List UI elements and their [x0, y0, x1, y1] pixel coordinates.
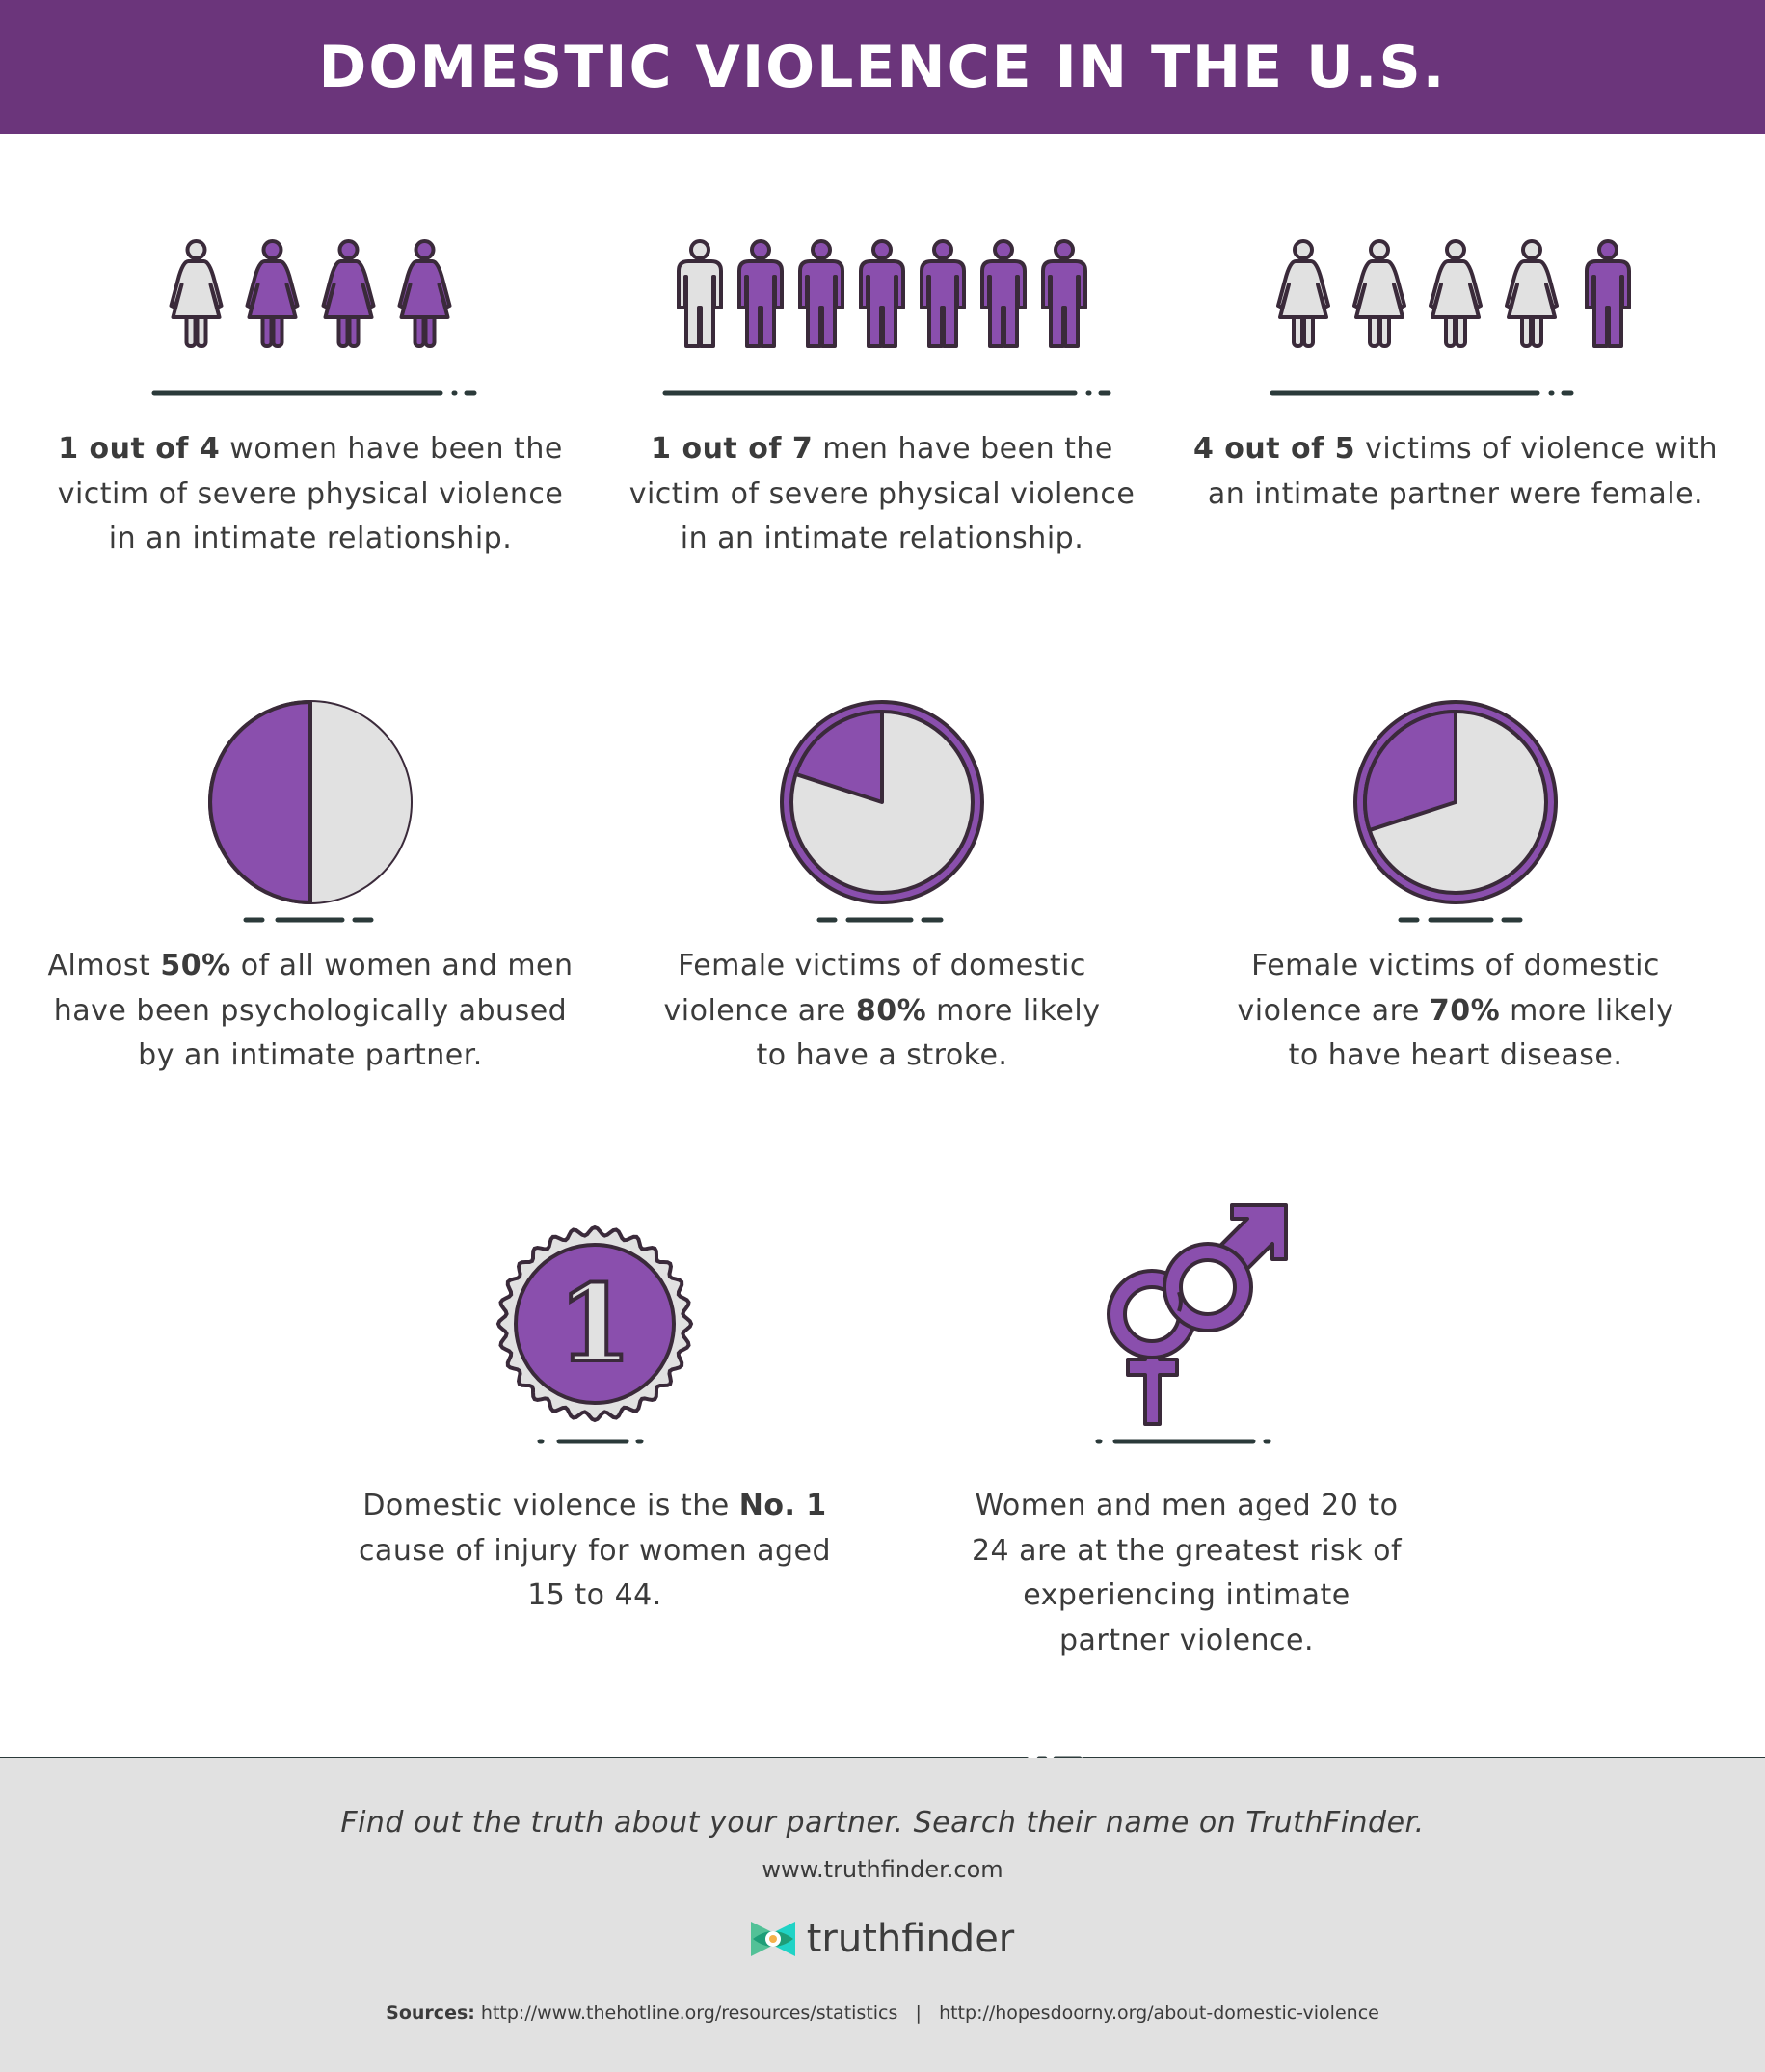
woman-figure-icon [245, 239, 300, 348]
woman-figure-icon [1505, 239, 1559, 348]
man-figure-icon [980, 239, 1027, 348]
stat-text: women have been the victim of severe phy… [57, 432, 564, 555]
stat-highlight: 70% [1429, 993, 1501, 1028]
mixed-figures-row [1276, 239, 1631, 348]
sources-label: Sources: [386, 2003, 475, 2024]
stat-victims-female: 4 out of 5 victims of violence with an i… [1186, 427, 1725, 517]
women-figures-row [169, 239, 452, 348]
stat-highlight: 80% [855, 993, 927, 1028]
page-title: DOMESTIC VIOLENCE IN THE U.S. [318, 33, 1447, 101]
pie-chart-psychological-abuse [208, 700, 413, 904]
pie-slice [208, 700, 312, 904]
man-figure-icon [859, 239, 905, 348]
man-figure-icon [1585, 239, 1631, 348]
stat-highlight: 50% [160, 949, 231, 982]
man-figure-icon [1041, 239, 1087, 348]
header-banner: DOMESTIC VIOLENCE IN THE U.S. [0, 0, 1765, 134]
woman-figure-icon [1352, 239, 1406, 348]
logo-text: truthfinder [806, 1917, 1015, 1961]
man-figure-icon [677, 239, 723, 348]
pie-slice [1363, 710, 1457, 833]
stat-text: more likely to have heart disease. [1288, 993, 1674, 1073]
stat-text: men have been the victim of severe physi… [628, 432, 1136, 555]
gender-symbols-icon [1107, 1203, 1288, 1426]
stat-text: Female victims of domestic violence are [663, 949, 1086, 1028]
pie-chart-stroke [780, 700, 984, 904]
man-figure-icon [798, 239, 844, 348]
pie-slice [793, 710, 884, 804]
stat-text: Domestic violence is the [362, 1489, 739, 1522]
stat-text: cause of injury for women aged 15 to 44. [358, 1533, 832, 1613]
footer: Find out the truth about your partner. S… [0, 1758, 1765, 2072]
source-separator: | [915, 2003, 922, 2024]
woman-figure-icon [1276, 239, 1330, 348]
stat-men: 1 out of 7 men have been the victim of s… [612, 427, 1152, 562]
woman-figure-icon [169, 239, 224, 348]
stat-women: 1 out of 4 women have been the victim of… [40, 427, 580, 562]
stat-age-risk: Women and men aged 20 to 24 are at the g… [971, 1489, 1403, 1657]
source-link-hotline[interactable]: http://www.thehotline.org/resources/stat… [480, 2003, 898, 2024]
woman-figure-icon [321, 239, 376, 348]
pie-chart-heart-disease [1353, 700, 1558, 904]
truthfinder-logo[interactable]: truthfinder [0, 1917, 1765, 1961]
number-one-badge-icon: 1 [495, 1224, 694, 1423]
stat-stroke: Female victims of domestic violence are … [651, 944, 1113, 1079]
stat-text: Almost [47, 949, 161, 982]
woman-figure-icon [1429, 239, 1483, 348]
stat-psychological: Almost 50% of all women and men have bee… [40, 944, 580, 1079]
source-link-hopesdoor[interactable]: http://hopesdoorny.org/about-domestic-vi… [939, 2003, 1379, 2024]
woman-figure-icon [397, 239, 452, 348]
stat-heart-disease: Female victims of domestic violence are … [1224, 944, 1687, 1079]
badge-number: 1 [558, 1261, 632, 1386]
man-figure-icon [920, 239, 966, 348]
footer-tagline: Find out the truth about your partner. S… [340, 1806, 1425, 1840]
stat-number-one: Domestic violence is the No. 1 cause of … [354, 1484, 836, 1619]
sources: Sources: http://www.thehotline.org/resou… [0, 2003, 1765, 2024]
stat-text: Female victims of domestic violence are [1237, 949, 1660, 1028]
stat-text: of all women and men have been psycholog… [53, 949, 574, 1072]
stat-highlight: 1 out of 7 [651, 432, 814, 466]
footer-url[interactable]: www.truthfinder.com [762, 1856, 1003, 1883]
man-figure-icon [737, 239, 784, 348]
truthfinder-logo-icon [750, 1922, 795, 1956]
stat-highlight: No. 1 [738, 1489, 827, 1522]
stat-highlight: 1 out of 4 [58, 432, 221, 466]
stat-text: victims of violence with an intimate par… [1207, 432, 1718, 511]
stat-text: more likely to have a stroke. [756, 993, 1101, 1073]
stat-highlight: 4 out of 5 [1192, 432, 1356, 466]
men-figures-row [677, 239, 1087, 348]
